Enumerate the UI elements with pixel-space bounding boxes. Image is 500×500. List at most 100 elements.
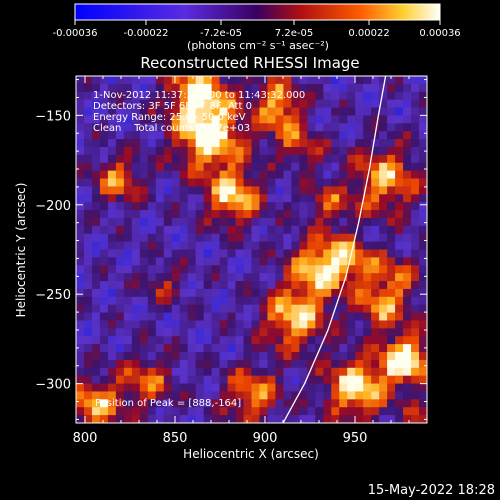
heatmap-cell	[419, 304, 427, 314]
heatmap-cell	[107, 336, 117, 345]
heatmap-cell	[331, 170, 340, 180]
heatmap-cell	[187, 383, 197, 393]
heatmap-cell	[283, 146, 292, 156]
heatmap-cell	[275, 359, 285, 369]
heatmap-cell	[91, 241, 101, 251]
heatmap-cell	[323, 399, 332, 408]
heatmap-cell	[419, 312, 427, 322]
heatmap-cell	[355, 146, 364, 156]
heatmap-cell	[99, 99, 109, 109]
heatmap-cell	[379, 233, 388, 243]
heatmap-cell	[155, 383, 165, 393]
heatmap-cell	[243, 336, 253, 345]
heatmap-cell	[155, 344, 165, 353]
heatmap-cell	[379, 76, 388, 85]
heatmap-cell	[107, 344, 117, 353]
heatmap-cell	[123, 83, 133, 93]
heatmap-cell	[147, 273, 157, 282]
heatmap-cell	[115, 415, 125, 423]
heatmap-cell	[203, 76, 213, 85]
heatmap-cell	[243, 265, 253, 274]
heatmap-cell	[147, 170, 157, 180]
heatmap-cell	[99, 139, 109, 148]
heatmap-cell	[187, 320, 197, 329]
heatmap-cell	[171, 415, 181, 423]
colorbar-tick-label: -7.2e-05	[200, 28, 242, 39]
heatmap-cell	[171, 367, 181, 377]
heatmap-cell	[179, 91, 189, 101]
heatmap-cell	[235, 154, 245, 164]
heatmap-cell	[155, 146, 165, 156]
heatmap-cell	[203, 415, 213, 423]
heatmap-cell	[251, 241, 261, 251]
heatmap-cell	[363, 225, 372, 235]
heatmap-cell	[235, 304, 245, 314]
heatmap-cell	[347, 257, 356, 266]
heatmap-cell	[107, 99, 117, 109]
heatmap-cell	[315, 76, 324, 85]
heatmap-cell	[315, 415, 324, 423]
heatmap-cell	[155, 107, 165, 117]
heatmap-cell	[243, 407, 253, 416]
heatmap-cell	[235, 99, 245, 109]
heatmap-cell	[91, 296, 101, 306]
heatmap-cell	[411, 162, 420, 172]
heatmap-cell	[219, 76, 229, 85]
heatmap-cell	[267, 391, 277, 400]
heatmap-cell	[371, 233, 380, 243]
heatmap-cell	[91, 320, 101, 329]
heatmap-cell	[379, 336, 388, 345]
heatmap-cell	[291, 257, 300, 266]
heatmap-cell	[355, 320, 364, 329]
heatmap-cell	[315, 249, 324, 258]
heatmap-cell	[179, 225, 189, 235]
heatmap-cell	[259, 281, 269, 290]
heatmap-cell	[227, 115, 237, 124]
heatmap-cell	[115, 154, 125, 164]
heatmap-cell	[243, 296, 253, 306]
heatmap-cell	[323, 344, 332, 353]
heatmap-cell	[387, 186, 396, 195]
heatmap-cell	[403, 139, 412, 148]
heatmap-cell	[76, 265, 85, 274]
heatmap-cell	[99, 178, 109, 188]
heatmap-cell	[203, 304, 213, 314]
heatmap-cell	[163, 76, 173, 85]
heatmap-cell	[227, 249, 237, 258]
heatmap-cell	[379, 146, 388, 156]
heatmap-cell	[355, 399, 364, 408]
heatmap-cell	[99, 336, 109, 345]
heatmap-cell	[395, 249, 404, 258]
heatmap-cell	[331, 139, 340, 148]
heatmap-cell	[171, 273, 181, 282]
heatmap-cell	[83, 178, 93, 188]
heatmap-cell	[339, 139, 348, 148]
heatmap-cell	[131, 83, 141, 93]
heatmap-cell	[251, 107, 261, 117]
heatmap-cell	[195, 202, 205, 211]
heatmap-cell	[275, 123, 285, 132]
y-tick-label: −250	[35, 288, 71, 303]
heatmap-cell	[155, 139, 165, 148]
heatmap-cell	[251, 383, 261, 393]
heatmap-cell	[411, 225, 420, 235]
heatmap-cell	[203, 249, 213, 258]
heatmap-cell	[147, 91, 157, 101]
heatmap-cell	[131, 225, 141, 235]
heatmap-cell	[139, 375, 149, 385]
heatmap-cell	[403, 328, 412, 337]
heatmap-cell	[283, 328, 292, 337]
heatmap-cell	[243, 76, 253, 85]
heatmap-cell	[275, 194, 285, 203]
heatmap-cell	[179, 146, 189, 156]
heatmap-cell	[315, 186, 324, 195]
heatmap-cell	[76, 210, 85, 219]
heatmap-cell	[203, 375, 213, 385]
heatmap-cell	[299, 115, 308, 124]
heatmap-cell	[243, 178, 253, 188]
heatmap-cell	[267, 115, 277, 124]
heatmap-cell	[403, 320, 412, 329]
heatmap-cell	[251, 407, 261, 416]
heatmap-cell	[355, 178, 364, 188]
heatmap-cell	[131, 154, 141, 164]
